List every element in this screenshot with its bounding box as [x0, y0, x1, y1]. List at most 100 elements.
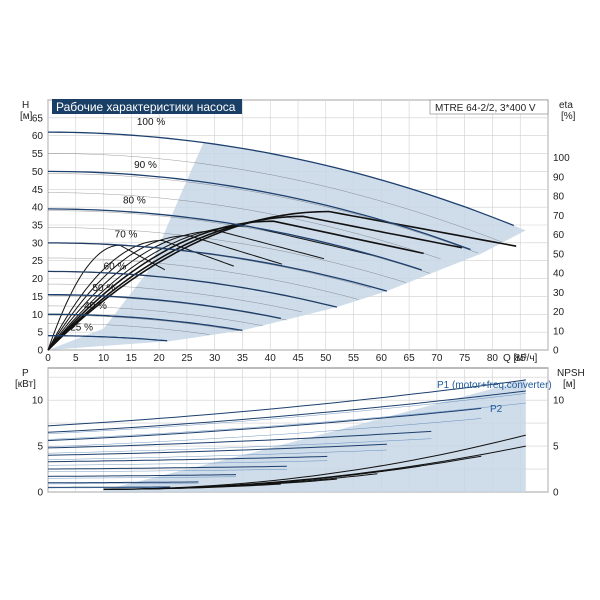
x-tick-label: 70 — [431, 353, 443, 364]
speed-label: 40 % — [84, 301, 107, 312]
operating-area — [48, 142, 526, 350]
head-curve-thin — [48, 257, 359, 300]
y-tick-label: 35 — [32, 221, 44, 232]
p1-curve — [48, 481, 199, 484]
head-curve-thin — [48, 283, 303, 313]
speed-label: 80 % — [123, 196, 146, 207]
x-tick-label: 65 — [404, 353, 416, 364]
speed-label: 100 % — [137, 117, 165, 128]
x-tick-label: 55 — [348, 353, 360, 364]
y2-tick-label: 60 — [553, 230, 565, 241]
legend-p2: P2 — [490, 404, 503, 415]
bottom-y2-ticks: 0 5 10 — [553, 396, 565, 499]
power-area — [103, 379, 526, 492]
x-tick-label: 35 — [237, 353, 249, 364]
y-tick-label: 65 — [32, 113, 44, 124]
y-tick-label: 55 — [32, 149, 44, 160]
model-box — [429, 99, 549, 115]
y2-tick-label: 5 — [553, 442, 559, 453]
x-tick-label: 0 — [45, 353, 51, 364]
head-curve — [48, 242, 388, 292]
y-tick-label: 15 — [32, 292, 44, 303]
y2-tick-label: 10 — [553, 326, 565, 337]
x-tick-label: 15 — [126, 353, 138, 364]
x-tick-label: 30 — [209, 353, 221, 364]
y2-tick-label: 40 — [553, 269, 565, 280]
y2-tick-label: 10 — [553, 396, 565, 407]
x-tick-label: 80 — [487, 353, 499, 364]
speed-labels: 100 % 90 % 80 % 70 % 60 % 50 % 40 % 25 % — [70, 117, 165, 333]
p1-curve — [47, 430, 432, 449]
y-tick-label: 40 — [32, 203, 44, 214]
y-tick-label: 0 — [37, 346, 43, 357]
y2-tick-label: 70 — [553, 211, 565, 222]
y-axis-label-h: H — [22, 100, 29, 111]
y2-tick-label: 80 — [553, 192, 565, 203]
p1-curve — [47, 379, 526, 427]
top-y2-ticks: 0 10 20 30 40 50 60 70 80 90 100 — [553, 153, 570, 356]
y2-axis-label-npsh: NPSH — [557, 368, 585, 379]
y-tick-label: 30 — [32, 238, 44, 249]
y-tick-label: 5 — [37, 328, 43, 339]
x-tick-label: 85 — [515, 353, 527, 364]
bottom-y-ticks: 0 5 10 — [32, 396, 44, 499]
p2-curve — [47, 393, 526, 435]
speed-label: 70 % — [115, 230, 138, 241]
y-tick-label: 20 — [32, 274, 44, 285]
y2-tick-label: 90 — [553, 172, 565, 183]
p1-curve — [48, 486, 171, 488]
x-tick-label: 25 — [181, 353, 193, 364]
y-axis-unit-h: [м] — [20, 111, 33, 122]
x-tick-label: 60 — [376, 353, 388, 364]
p1-curve — [48, 465, 287, 470]
head-curve-thin — [47, 295, 287, 321]
speed-label: 90 % — [134, 160, 157, 171]
eta-curve — [47, 225, 372, 351]
speed-label: 60 % — [104, 262, 127, 273]
head-curves — [47, 131, 515, 342]
head-curve-thin — [47, 314, 240, 332]
y-tick-label: 50 — [32, 167, 44, 178]
eta-curve — [47, 244, 166, 351]
y-axis-label-p: P — [22, 368, 29, 379]
legend-p1: P1 (motor+freq.converter) — [437, 380, 552, 391]
head-curve — [48, 335, 168, 342]
y2-axis-unit-npsh: [м] — [563, 379, 576, 390]
p2-curve — [47, 476, 237, 479]
eta-curve — [47, 239, 234, 351]
y-tick-label: 0 — [37, 488, 43, 499]
npsh-curves — [103, 434, 526, 490]
top-y-ticks: 0 5 10 15 20 25 30 35 40 45 50 55 60 65 — [32, 113, 44, 356]
y2-tick-label: 20 — [553, 307, 565, 318]
x-axis-label-q: Q [м³/ч] — [503, 353, 538, 364]
head-curve-thin — [47, 192, 441, 260]
x-tick-label: 20 — [154, 353, 166, 364]
eta-curve — [47, 210, 517, 351]
p1-curve — [47, 443, 387, 456]
p1-curves — [47, 379, 526, 489]
y-tick-label: 45 — [32, 185, 44, 196]
head-curve-thin — [48, 210, 431, 274]
speed-label: 50 % — [92, 283, 115, 294]
npsh-curve — [103, 483, 281, 490]
x-tick-label: 45 — [292, 353, 304, 364]
p2-curve — [47, 449, 387, 460]
p1-curve — [47, 455, 328, 463]
head-curve-thin — [48, 323, 210, 335]
y2-tick-label: 50 — [553, 249, 565, 260]
p1-curve — [47, 407, 482, 442]
x-tick-label: 75 — [459, 353, 471, 364]
p2-curve — [47, 418, 482, 447]
y-axis-unit-p: [кВт] — [15, 379, 36, 390]
x-tick-label: 50 — [320, 353, 332, 364]
y2-tick-label: 30 — [553, 288, 565, 299]
p2-curve — [48, 482, 199, 485]
chart-title: Рабочие характеристики насоса — [56, 100, 236, 114]
head-curve — [47, 208, 422, 271]
y2-axis-label-eta: eta — [559, 100, 573, 111]
y-tick-label: 10 — [32, 310, 44, 321]
p1-curve — [47, 390, 526, 433]
operating-area-fill — [48, 142, 526, 350]
y2-tick-label: 0 — [553, 346, 559, 357]
p2-curve — [47, 469, 287, 473]
